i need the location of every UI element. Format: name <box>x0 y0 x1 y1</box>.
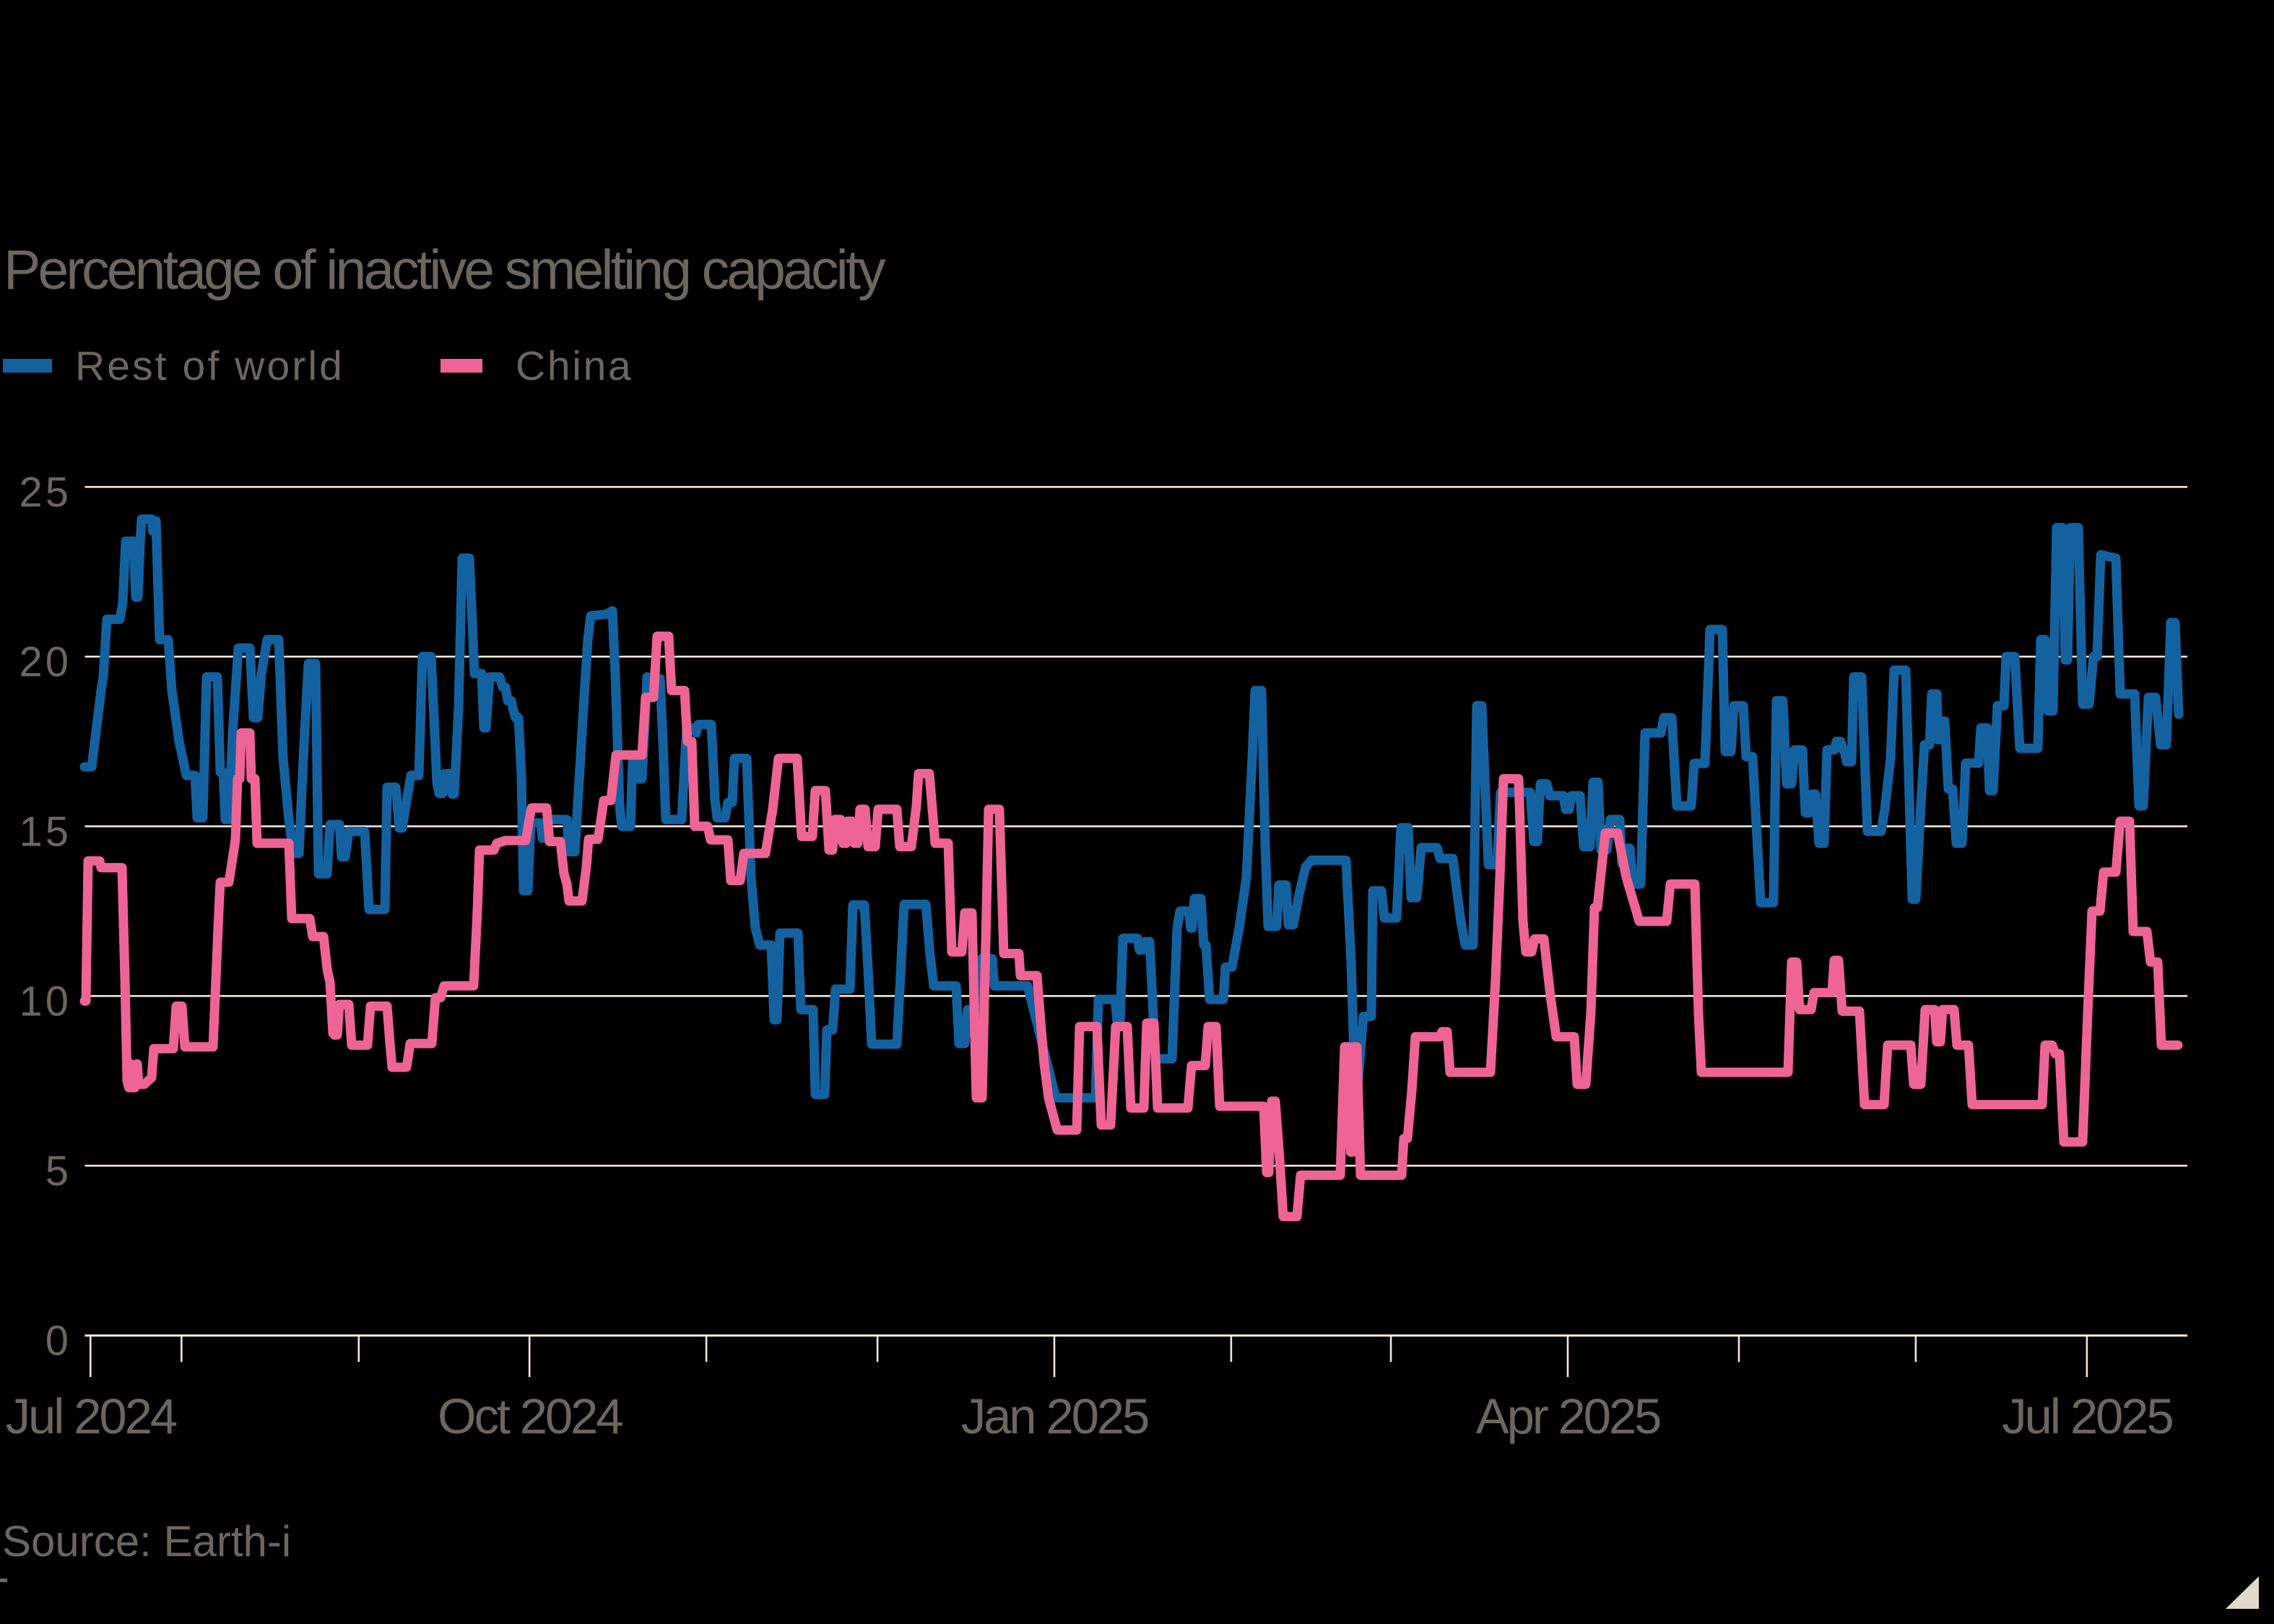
svg-text:Jul 2024: Jul 2024 <box>6 1389 177 1444</box>
svg-text:Rest of world: Rest of world <box>75 343 344 389</box>
svg-text:Apr 2025: Apr 2025 <box>1476 1389 1660 1444</box>
svg-text:Jul 2025: Jul 2025 <box>2002 1389 2172 1444</box>
svg-text:Source: Earth-i: Source: Earth-i <box>2 1517 291 1566</box>
svg-text:Percentage of inactive smeltin: Percentage of inactive smelting capacity <box>4 239 886 301</box>
svg-text:20: 20 <box>19 638 71 685</box>
svg-text:5: 5 <box>45 1147 71 1194</box>
svg-text:0: 0 <box>45 1317 71 1364</box>
svg-text:25: 25 <box>19 469 71 516</box>
svg-text:10: 10 <box>19 978 71 1025</box>
svg-text:Oct 2024: Oct 2024 <box>438 1389 622 1444</box>
svg-text:15: 15 <box>19 808 71 855</box>
svg-text:Jan 2025: Jan 2025 <box>961 1389 1148 1444</box>
svg-text:China: China <box>516 343 633 389</box>
